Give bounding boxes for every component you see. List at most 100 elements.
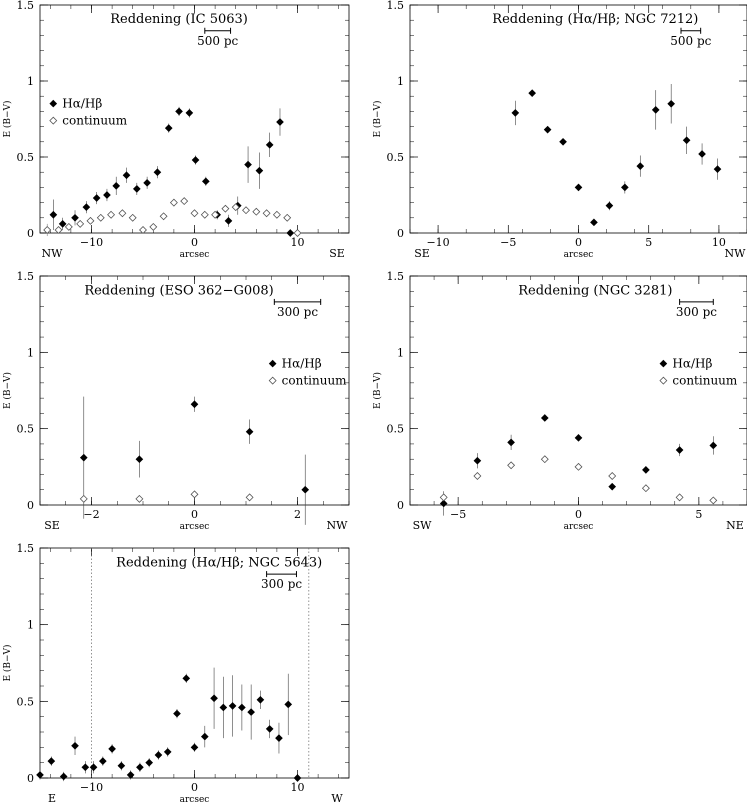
data-point xyxy=(540,455,549,464)
data-point xyxy=(64,222,73,231)
data-point xyxy=(132,185,141,193)
x-axis-label: arcsec xyxy=(564,522,594,532)
data-point xyxy=(219,703,228,712)
y-axis-label: E (B−V) xyxy=(372,100,383,137)
data-point xyxy=(439,499,448,508)
data-point xyxy=(301,485,310,494)
data-point xyxy=(284,700,293,709)
x-tick-label: 0 xyxy=(191,781,198,794)
chart-panel-1: 0 0.5 1 1.5 −10 0 10 arcsec E (B−V) NW SE Reddening… xyxy=(2,0,350,260)
y-tick-label: 0.5 xyxy=(387,423,405,436)
y-tick-label: 0.5 xyxy=(17,423,35,436)
data-point xyxy=(182,674,191,683)
data-point xyxy=(49,210,58,219)
data-point xyxy=(528,89,536,97)
data-point xyxy=(265,725,274,733)
data-point xyxy=(190,743,199,752)
data-point xyxy=(107,210,116,219)
data-point xyxy=(608,472,617,480)
data-point xyxy=(590,218,598,227)
data-point xyxy=(135,494,144,503)
y-axis-label: E (B−V) xyxy=(2,644,13,681)
series-continuum xyxy=(43,197,302,237)
data-point xyxy=(675,446,684,454)
x-tick-label: 0 xyxy=(191,508,198,521)
data-point xyxy=(682,136,691,145)
y-tick-label: 0.5 xyxy=(17,695,35,708)
data-point xyxy=(574,462,583,471)
data-point xyxy=(439,493,448,502)
data-point xyxy=(99,757,107,765)
data-point xyxy=(79,453,88,462)
x-tick-label: −10 xyxy=(426,236,449,249)
direction-left-label: SE xyxy=(44,519,60,532)
series-continuum xyxy=(79,490,254,503)
data-point xyxy=(202,177,210,186)
data-point xyxy=(79,494,88,503)
data-point xyxy=(191,156,200,164)
x-axis-label: arcsec xyxy=(180,522,210,532)
data-point xyxy=(709,496,718,505)
y-tick-label: 1 xyxy=(27,619,34,632)
data-point xyxy=(159,212,168,221)
y-tick-label: 0 xyxy=(397,499,404,512)
data-point xyxy=(507,461,516,470)
direction-left-label: NW xyxy=(42,247,64,260)
data-point xyxy=(286,229,295,237)
data-point xyxy=(242,206,250,215)
legend-marker xyxy=(49,116,58,125)
data-point xyxy=(163,748,172,756)
data-point xyxy=(675,493,684,502)
legend-marker xyxy=(659,376,668,385)
x-tick-label: 5 xyxy=(695,508,702,521)
legend-marker xyxy=(268,376,277,385)
x-axis-label: arcsec xyxy=(564,250,594,260)
y-axis-label: E (B−V) xyxy=(2,372,13,409)
data-point xyxy=(145,758,154,767)
direction-left-label: SW xyxy=(413,519,433,532)
data-point xyxy=(543,125,552,134)
scale-bar-label: 300 pc xyxy=(676,305,717,319)
data-point xyxy=(641,484,650,493)
y-tick-label: 1 xyxy=(397,75,404,88)
legend-marker xyxy=(268,359,277,368)
data-point xyxy=(608,482,617,491)
data-point xyxy=(128,213,137,222)
x-tick-label: −10 xyxy=(80,236,103,249)
data-point xyxy=(96,213,105,222)
legend-label: Hα/Hβ xyxy=(282,357,322,371)
y-tick-label: 1.5 xyxy=(17,0,35,12)
x-tick-label: 10 xyxy=(712,236,726,249)
data-point xyxy=(117,761,126,770)
data-point xyxy=(143,179,151,187)
data-point xyxy=(164,124,173,132)
y-tick-label: 0 xyxy=(27,499,34,512)
data-point xyxy=(473,456,482,465)
legend-label: continuum xyxy=(672,374,738,388)
series-continuum xyxy=(439,455,718,505)
data-point xyxy=(118,209,127,218)
direction-right-label: SE xyxy=(329,247,345,260)
y-tick-label: 1 xyxy=(397,346,404,359)
data-point xyxy=(126,771,135,779)
data-point xyxy=(256,695,265,704)
data-point xyxy=(54,225,63,234)
scale-bar-label: 300 pc xyxy=(277,305,318,319)
chart-panel-5: 0 0.5 1 1.5 −10 0 10 arcsec E (B−V) E W Reddening (… xyxy=(2,542,350,803)
data-point xyxy=(71,213,79,222)
y-tick-label: 0.5 xyxy=(387,151,405,164)
direction-left-label: E xyxy=(48,792,56,803)
data-point xyxy=(190,490,199,499)
y-tick-label: 0 xyxy=(27,227,34,240)
data-point xyxy=(92,194,101,202)
data-point xyxy=(245,493,254,502)
data-point xyxy=(255,166,264,175)
y-tick-label: 0 xyxy=(27,772,34,785)
data-point xyxy=(559,137,567,146)
data-point xyxy=(265,141,274,149)
data-point xyxy=(82,203,91,211)
data-point xyxy=(507,438,515,447)
legend-marker xyxy=(659,359,668,368)
data-point xyxy=(651,106,660,114)
